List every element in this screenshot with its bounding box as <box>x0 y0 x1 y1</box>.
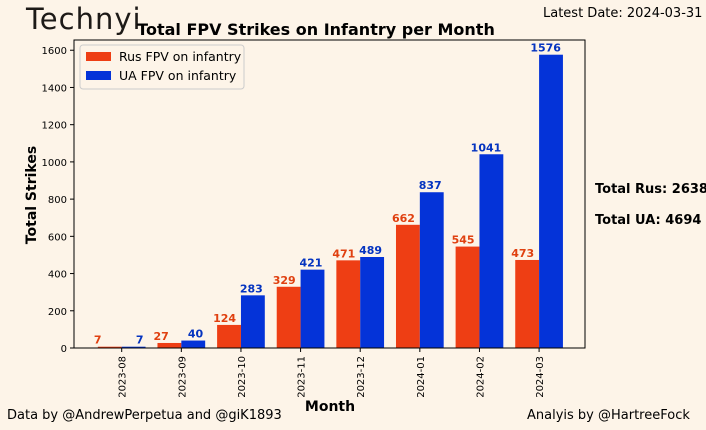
latest-date: Latest Date: 2024-03-31 <box>543 6 703 21</box>
y-tick-label: 400 <box>48 270 67 281</box>
ua-bar <box>479 154 504 348</box>
analysis-credit: Analyis by @HartreeFock <box>527 408 690 423</box>
y-tick-label: 800 <box>48 195 67 206</box>
rus-data-label: 473 <box>511 247 534 260</box>
rus-bar <box>276 286 301 348</box>
total-ua: Total UA: 4694 <box>595 213 702 228</box>
ua-data-label: 40 <box>188 328 204 341</box>
y-tick-label: 1400 <box>42 83 67 94</box>
chart-title: Total FPV Strikes on Infantry per Month <box>137 20 495 39</box>
total-rus: Total Rus: 2638 <box>595 182 706 197</box>
rus-data-label: 124 <box>213 312 236 325</box>
rus-bar <box>97 346 122 348</box>
x-axis-label: Month <box>305 399 355 415</box>
rus-data-label: 662 <box>392 212 415 225</box>
rus-data-label: 471 <box>332 247 355 260</box>
y-tick-label: 200 <box>48 307 67 318</box>
y-tick-label: 1200 <box>42 121 67 132</box>
ua-data-label: 421 <box>299 257 322 270</box>
ua-data-label: 837 <box>419 179 442 192</box>
legend: Rus FPV on infantry UA FPV on infantry <box>79 44 245 90</box>
plot-frame <box>73 39 586 349</box>
ua-data-label: 1041 <box>471 141 502 154</box>
x-tick-label: 2023-12 <box>356 356 367 398</box>
rus-data-label: 7 <box>94 334 102 347</box>
rus-bar <box>157 342 182 348</box>
x-tick-label: 2023-08 <box>118 356 129 398</box>
ua-legend-swatch <box>86 71 111 80</box>
logo: Technyi <box>26 2 142 36</box>
ua-bar <box>181 340 206 348</box>
ua-bar <box>539 54 563 348</box>
y-tick-label: 0 <box>61 344 67 355</box>
ua-data-label: 7 <box>136 334 144 347</box>
ua-legend-label: UA FPV on infantry <box>119 68 237 83</box>
x-tick-label: 2023-09 <box>177 356 188 398</box>
ua-bar <box>360 256 385 348</box>
ua-bar <box>300 269 325 348</box>
rus-data-label: 329 <box>273 274 296 287</box>
rus-data-label: 27 <box>153 330 168 343</box>
x-tick-label: 2024-03 <box>535 356 546 398</box>
rus-bar <box>336 260 361 348</box>
x-tick-label: 2023-10 <box>237 356 248 398</box>
ua-bar <box>240 295 265 348</box>
ua-bar <box>121 346 146 348</box>
ua-data-label: 283 <box>240 282 263 295</box>
ua-data-label: 489 <box>359 244 382 257</box>
rus-data-label: 545 <box>452 234 475 247</box>
rus-bar <box>515 259 540 348</box>
y-tick-label: 1600 <box>42 46 67 57</box>
y-tick-label: 600 <box>48 232 67 243</box>
rus-bar <box>455 246 480 348</box>
logo-text: Technyi <box>26 2 142 36</box>
x-tick-label: 2024-02 <box>475 356 486 398</box>
ua-data-label: 1576 <box>530 42 561 55</box>
legend-box <box>79 44 245 90</box>
rus-legend-label: Rus FPV on infantry <box>119 49 242 64</box>
ua-bar <box>419 192 444 348</box>
data-credit: Data by @AndrewPerpetua and @giK1893 <box>7 408 282 423</box>
rus-bar <box>395 224 420 348</box>
x-tick-label: 2023-11 <box>297 356 308 398</box>
y-axis-label: Total Strikes <box>24 146 40 244</box>
y-tick-label: 1000 <box>42 158 67 169</box>
rus-legend-swatch <box>86 52 111 61</box>
x-tick-label: 2024-01 <box>416 356 427 398</box>
rus-bar <box>217 324 241 348</box>
